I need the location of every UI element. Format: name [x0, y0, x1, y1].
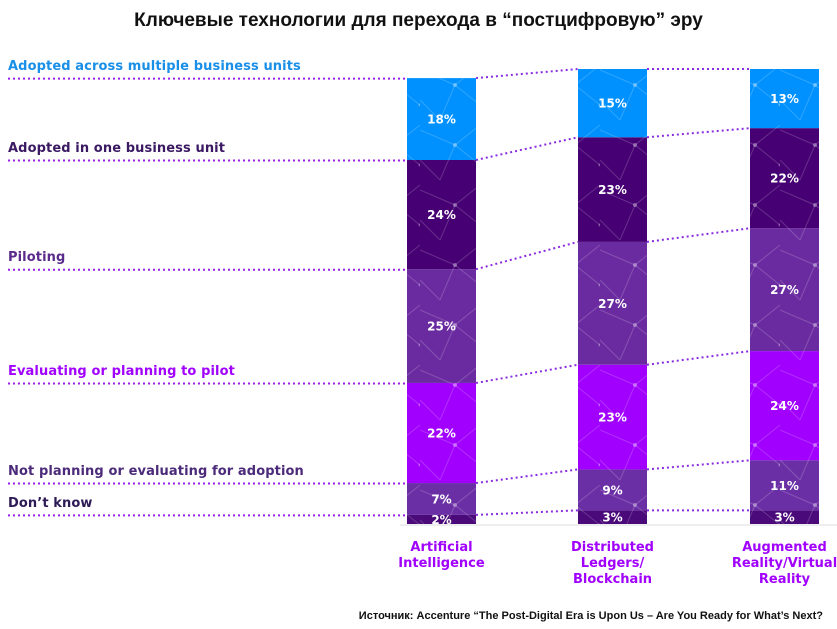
bar-segment: 9% [578, 469, 647, 511]
data-label: 24% [770, 399, 799, 413]
bar-texture [407, 382, 476, 484]
bar-texture [750, 460, 819, 511]
chart-title: Ключевые технологии для перехода в “пост… [134, 10, 703, 31]
legend-label: Piloting [8, 250, 66, 266]
data-label: 11% [770, 479, 799, 493]
bar-segment: 23% [578, 137, 647, 242]
category-label: Artificial Intelligence [398, 540, 485, 571]
connector-line [646, 227, 751, 243]
bar-texture [750, 351, 819, 461]
data-label: 22% [770, 172, 799, 186]
bar-segment: 7% [407, 483, 476, 515]
bar-segment: 3% [750, 510, 819, 525]
data-label: 27% [598, 297, 627, 311]
data-label: 3% [602, 511, 622, 525]
bar-segment: 11% [750, 460, 819, 511]
legend-label: Don’t know [8, 495, 93, 511]
category-label: Distributed Ledgers/ Blockchain [571, 540, 654, 587]
bar-texture [750, 69, 819, 129]
bar-texture [578, 69, 647, 138]
bar-texture [407, 78, 476, 160]
bar-texture [407, 160, 476, 270]
data-label: 15% [598, 97, 627, 111]
category-label: Augmented Reality/Virtual Reality [731, 540, 837, 587]
data-label: 22% [427, 427, 456, 441]
bar-texture [407, 514, 476, 524]
source-note: Источник: Accenture “The Post-Digital Er… [358, 610, 823, 622]
data-label: 7% [431, 492, 451, 506]
connector-line [475, 240, 579, 271]
bar-texture [750, 510, 819, 524]
data-label: 24% [427, 208, 456, 222]
bar-segment: 2% [407, 513, 476, 527]
data-label: 2% [431, 513, 451, 527]
data-label: 27% [770, 283, 799, 297]
bar-segment: 24% [750, 351, 819, 461]
bar-segment: 22% [750, 128, 819, 229]
bar-segment: 27% [750, 228, 819, 352]
connector-line [475, 68, 579, 80]
data-label: 23% [598, 183, 627, 197]
bar-segment: 22% [407, 382, 476, 484]
bar-texture [578, 469, 647, 511]
bar-segment: 24% [407, 160, 476, 270]
connector-line [646, 350, 751, 366]
bar-segment: 18% [407, 78, 476, 160]
bar-texture [578, 510, 647, 524]
legend-label: Adopted across multiple business units [8, 59, 301, 75]
connector-line [475, 136, 579, 161]
legend-label: Evaluating or planning to pilot [8, 363, 235, 379]
bar-texture [578, 137, 647, 242]
bar-texture [578, 364, 647, 470]
data-label: 9% [602, 483, 622, 497]
connector-line [475, 468, 579, 485]
data-label: 23% [598, 411, 627, 425]
data-label: 25% [427, 320, 456, 334]
legend-label: Adopted in one business unit [8, 141, 226, 156]
data-label: 3% [774, 511, 794, 525]
bar-segment: 23% [578, 364, 647, 470]
bar-segment: 25% [407, 269, 476, 383]
bar-texture [407, 483, 476, 515]
connector-line [646, 127, 751, 139]
legend-label: Not planning or evaluating for adoption [8, 464, 304, 480]
bar-texture [407, 269, 476, 383]
connector-line [475, 363, 579, 384]
bar-segment: 13% [750, 69, 819, 129]
bar-texture [578, 241, 647, 365]
data-label: 13% [770, 92, 799, 106]
bar-texture [750, 228, 819, 352]
bar-segment: 15% [578, 69, 647, 138]
bar-segment: 3% [578, 510, 647, 525]
connector-line [646, 459, 751, 471]
bar-segment: 27% [578, 241, 647, 365]
connector-line [475, 509, 579, 516]
bar-texture [750, 128, 819, 229]
data-label: 18% [427, 113, 456, 127]
